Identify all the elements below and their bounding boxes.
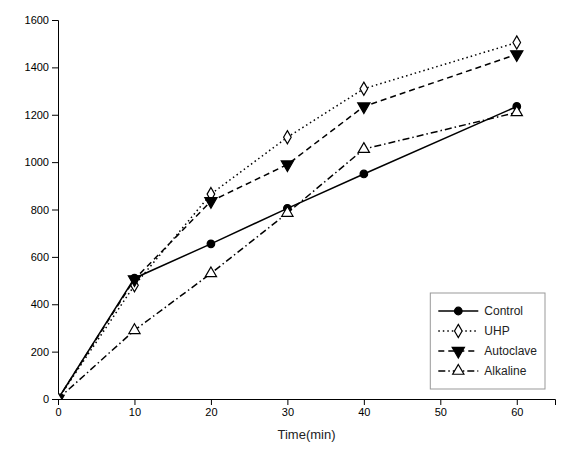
- marker: [205, 198, 217, 209]
- tick: 0: [43, 393, 58, 405]
- legend-marker: [453, 364, 464, 374]
- tick: 400: [31, 298, 58, 310]
- tick-label: 60: [511, 406, 523, 418]
- tick: 800: [31, 204, 58, 216]
- tick-label: 10: [129, 406, 141, 418]
- tick-mark: [134, 399, 135, 405]
- marker: [129, 324, 140, 334]
- marker: [358, 143, 369, 153]
- tick-label: 1000: [25, 156, 49, 168]
- legend-item: Alkaline: [438, 364, 526, 378]
- tick-mark: [211, 399, 212, 405]
- tick: 10: [129, 399, 141, 418]
- tick-label: 1400: [25, 61, 49, 73]
- marker: [511, 51, 523, 62]
- legend-label: UHP: [484, 324, 509, 338]
- legend-item: UHP: [438, 324, 509, 338]
- marker: [360, 82, 368, 95]
- tick: 600: [31, 251, 58, 263]
- tick: 1000: [25, 156, 58, 168]
- tick-mark: [440, 399, 441, 405]
- tick-label: 50: [435, 406, 447, 418]
- tick-label: 30: [282, 406, 294, 418]
- y-axis: 0 200 400 600 800 1000 1200 1400 1600: [25, 14, 59, 405]
- tick: 1400: [25, 61, 58, 73]
- marker: [282, 207, 293, 217]
- x-axis: 0 10 20 30 40 50 60: [55, 399, 555, 418]
- axis-line: [59, 400, 556, 406]
- tick: 60: [511, 399, 523, 418]
- marker: [205, 267, 216, 277]
- legend-label: Alkaline: [484, 364, 526, 378]
- tick: 0: [55, 399, 61, 418]
- tick: 20: [205, 399, 217, 418]
- tick-label: 1200: [25, 109, 49, 121]
- tick-mark: [52, 20, 58, 21]
- marker: [513, 36, 521, 49]
- legend-item: Autoclave: [438, 344, 537, 358]
- axis-line: [52, 21, 59, 400]
- tick-label: 0: [55, 406, 61, 418]
- legend-marker: [452, 347, 464, 358]
- tick-mark: [364, 399, 365, 405]
- tick: 30: [282, 399, 294, 418]
- tick-label: 40: [358, 406, 370, 418]
- tick-mark: [52, 399, 58, 400]
- tick-label: 200: [31, 346, 49, 358]
- tick-label: 400: [31, 298, 49, 310]
- tick: 1600: [25, 14, 58, 26]
- marker: [207, 240, 215, 248]
- legend-label: Control: [484, 304, 523, 318]
- tick-label: 1600: [25, 14, 49, 26]
- tick-mark: [287, 399, 288, 405]
- tick: 50: [435, 399, 447, 418]
- legend-frame: [430, 293, 545, 389]
- tick-mark: [517, 399, 518, 405]
- legend-marker: [454, 324, 462, 337]
- tick-mark: [52, 115, 58, 116]
- legend-item: Control: [438, 304, 523, 318]
- tick: 1200: [25, 109, 58, 121]
- tick-label: 0: [43, 393, 49, 405]
- tick-mark: [52, 162, 58, 163]
- tick-label: 600: [31, 251, 49, 263]
- tick-mark: [52, 352, 58, 353]
- marker: [511, 106, 522, 116]
- marker: [358, 103, 370, 114]
- legend-marker: [455, 307, 463, 315]
- tick: 200: [31, 346, 58, 358]
- tick-mark: [52, 210, 58, 211]
- legend: Control UHP Autoclave Alkaline: [430, 293, 545, 389]
- marker: [360, 170, 368, 178]
- marker: [281, 161, 293, 172]
- chart: 0102030405060020040060080010001200140016…: [0, 0, 577, 451]
- marker: [284, 131, 292, 144]
- tick-mark: [52, 304, 58, 305]
- tick-mark: [52, 67, 58, 68]
- marker: [128, 276, 140, 287]
- plot: 0102030405060020040060080010001200140016…: [25, 14, 556, 442]
- tick: 40: [358, 399, 370, 418]
- legend-label: Autoclave: [484, 344, 537, 358]
- x-axis-title: Time(min): [277, 427, 335, 442]
- marker: [58, 392, 64, 399]
- tick-mark: [52, 257, 58, 258]
- tick-label: 800: [31, 204, 49, 216]
- tick-label: 20: [205, 406, 217, 418]
